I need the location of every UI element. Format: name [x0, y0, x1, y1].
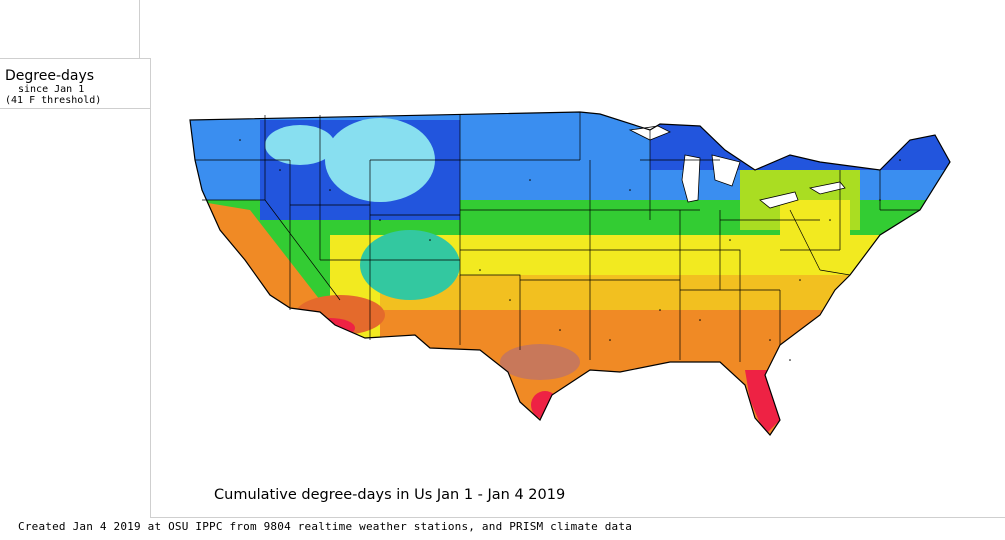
- state-borders: [189, 111, 951, 436]
- frame-line-bottom: [150, 517, 1005, 518]
- frame-line-top-vertical: [139, 0, 140, 58]
- map-title: Cumulative degree-days in Us Jan 1 - Jan…: [214, 487, 566, 503]
- us-degree-days-map: [180, 100, 980, 450]
- frame-line-legend-bottom: [0, 108, 151, 109]
- station-dots: [239, 139, 901, 361]
- legend-subtitle: since Jan 1: [18, 84, 85, 95]
- footer-credit: Created Jan 4 2019 at OSU IPPC from 9804…: [18, 520, 633, 533]
- legend-threshold: (41 F threshold): [5, 95, 102, 106]
- legend-title: Degree-days: [5, 68, 95, 84]
- frame-line-legend-divider: [150, 58, 151, 518]
- frame-line-legend-top: [0, 58, 151, 59]
- map-svg: [189, 111, 951, 436]
